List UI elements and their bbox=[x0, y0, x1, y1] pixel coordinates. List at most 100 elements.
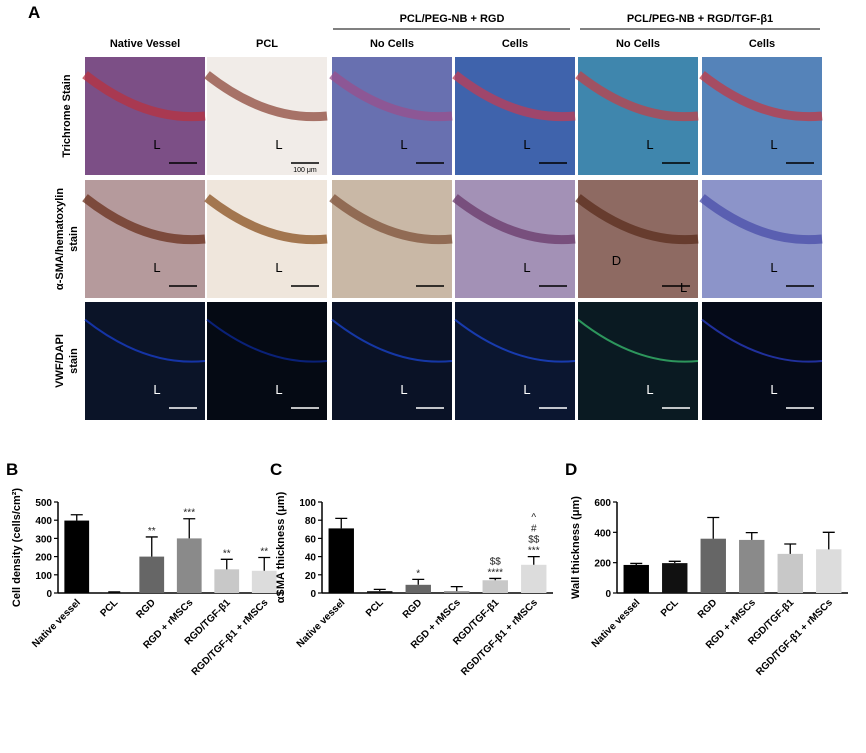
lumen-label: L bbox=[770, 260, 777, 275]
x-tick-label: PCL bbox=[364, 597, 386, 619]
bar bbox=[700, 538, 726, 593]
panel-label: B bbox=[6, 460, 18, 479]
error-bar bbox=[70, 514, 83, 521]
y-tick-label: 300 bbox=[35, 534, 52, 545]
column-header: No Cells bbox=[616, 38, 660, 50]
x-tick-label: Native vessel bbox=[30, 597, 83, 650]
bar bbox=[816, 549, 842, 593]
lumen-label: L bbox=[646, 382, 653, 397]
lumen-label: L bbox=[523, 260, 530, 275]
micrograph-texture bbox=[204, 194, 328, 245]
lumen-label: L bbox=[646, 137, 653, 152]
micrograph-texture bbox=[577, 318, 699, 363]
y-axis-title: αSMA thickness (μm) bbox=[275, 491, 287, 603]
bar bbox=[777, 553, 803, 593]
x-tick-label: Native vessel bbox=[590, 597, 643, 650]
micrograph-texture bbox=[329, 71, 453, 122]
y-tick-label: 500 bbox=[35, 498, 52, 509]
micrograph-texture bbox=[204, 71, 328, 122]
micrograph-texture bbox=[82, 71, 206, 122]
lumen-label: L bbox=[275, 260, 282, 275]
column-header: Native Vessel bbox=[110, 38, 180, 50]
panel-label: D bbox=[565, 460, 577, 479]
micrograph-texture bbox=[84, 318, 206, 363]
y-axis-title: Wall thickness (μm) bbox=[570, 496, 582, 599]
bar bbox=[101, 592, 127, 593]
micrograph-texture bbox=[329, 194, 453, 245]
y-tick-label: 0 bbox=[310, 589, 316, 600]
significance-label: # bbox=[531, 524, 537, 535]
significance-label: ** bbox=[260, 547, 268, 558]
bar bbox=[739, 539, 765, 593]
y-tick-label: 100 bbox=[35, 571, 52, 582]
row-label-line: α-SMA/hematoxylin bbox=[54, 188, 66, 290]
lumen-label: L bbox=[770, 382, 777, 397]
bar bbox=[251, 570, 277, 593]
error-bar bbox=[489, 577, 502, 581]
column-header: No Cells bbox=[370, 38, 414, 50]
lumen-label: L bbox=[400, 137, 407, 152]
micrograph-texture bbox=[331, 318, 453, 363]
y-tick-label: 20 bbox=[305, 571, 317, 582]
y-tick-label: 40 bbox=[305, 553, 317, 564]
lumen-label: L bbox=[153, 260, 160, 275]
bar bbox=[482, 580, 508, 593]
micrograph-texture bbox=[699, 194, 823, 245]
x-tick-label: RGD/TGF-β1 + rMSCs bbox=[190, 597, 271, 678]
y-tick-label: 200 bbox=[35, 553, 52, 564]
x-tick-label: RGD/TGF-β1 + rMSCs bbox=[459, 597, 540, 678]
column-header: PCL bbox=[256, 38, 278, 50]
micrograph-texture bbox=[206, 318, 328, 363]
error-bar bbox=[784, 543, 797, 554]
significance-label: * bbox=[416, 568, 420, 579]
row-label-line: stain bbox=[68, 348, 80, 374]
x-tick-label: PCL bbox=[98, 597, 120, 619]
lumen-label: L bbox=[275, 382, 282, 397]
x-tick-label: PCL bbox=[659, 597, 681, 619]
error-bar bbox=[258, 556, 271, 571]
micrograph-texture bbox=[699, 71, 823, 122]
significance-label: ^ bbox=[531, 513, 536, 524]
column-header: Cells bbox=[749, 38, 775, 50]
error-bar bbox=[668, 560, 681, 564]
error-bar bbox=[145, 536, 158, 557]
lumen-label: L bbox=[153, 137, 160, 152]
significance-label: $$ bbox=[490, 556, 502, 567]
significance-label: **** bbox=[487, 567, 503, 578]
micrograph-texture bbox=[82, 194, 206, 245]
error-bar bbox=[373, 588, 386, 592]
error-bar bbox=[822, 531, 835, 550]
y-tick-label: 600 bbox=[594, 498, 611, 509]
x-tick-label: RGD bbox=[696, 597, 720, 621]
micrograph-texture bbox=[454, 318, 576, 363]
panel-label: C bbox=[270, 460, 282, 479]
lumen-label: L bbox=[770, 137, 777, 152]
row-label-line: VWF/DAPI bbox=[54, 334, 66, 388]
x-tick-label: RGD bbox=[134, 597, 158, 621]
significance-label: $$ bbox=[528, 535, 540, 546]
y-tick-label: 200 bbox=[594, 559, 611, 570]
micrograph-texture bbox=[452, 194, 576, 245]
y-tick-label: 0 bbox=[46, 589, 52, 600]
y-tick-label: 80 bbox=[305, 516, 317, 527]
error-bar bbox=[183, 518, 196, 539]
lumen-label: L bbox=[523, 137, 530, 152]
x-tick-label: Native vessel bbox=[295, 597, 348, 650]
error-bar bbox=[745, 531, 758, 540]
significance-label: ** bbox=[223, 548, 231, 559]
y-axis-title: Cell density (cells/cm²) bbox=[11, 488, 23, 608]
y-tick-label: 60 bbox=[305, 534, 317, 545]
group-header: PCL/PEG-NB + RGD bbox=[400, 13, 505, 25]
lumen-label: L bbox=[523, 382, 530, 397]
micrograph-texture bbox=[575, 194, 699, 245]
y-tick-label: 400 bbox=[35, 516, 52, 527]
bar bbox=[444, 591, 470, 593]
error-bar bbox=[220, 558, 233, 570]
row-label-line: Trichrome Stain bbox=[61, 74, 73, 157]
row-label-line: stain bbox=[68, 226, 80, 252]
bar bbox=[521, 564, 547, 593]
micrograph-texture bbox=[701, 318, 823, 363]
bar bbox=[328, 528, 354, 593]
error-bar bbox=[450, 585, 463, 592]
